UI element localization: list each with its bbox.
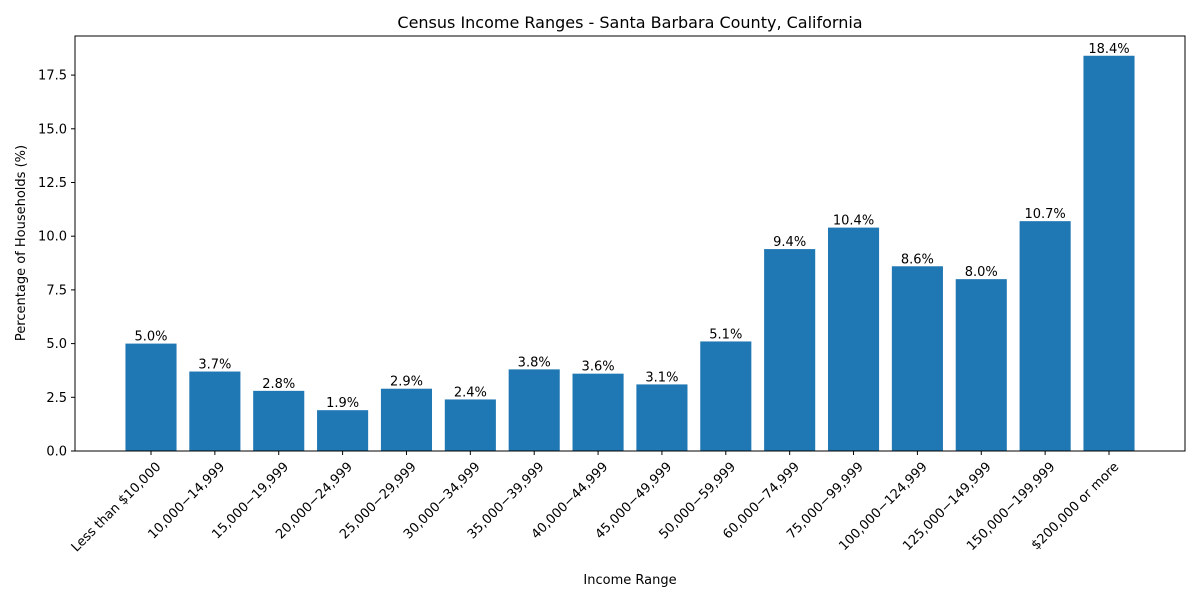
bar-value-label: 2.8% [262, 377, 295, 392]
bar-value-label: 2.4% [454, 385, 487, 400]
data-labels-group: 5.0% 3.7% 2.8% 1.9% 2.9% 2.4% 3.8% 3.6% 3.1% 5.1%… [134, 42, 1129, 411]
bar [955, 279, 1007, 451]
bar-value-label: 5.1% [709, 327, 742, 342]
y-tick-label: 15.0 [38, 122, 67, 137]
bar [125, 343, 177, 451]
y-tick-label: 12.5 [38, 176, 67, 191]
x-tick-label: Less than $10,000 [69, 460, 165, 556]
y-axis-label: Percentage of Households (%) [14, 145, 29, 341]
bar-value-label: 8.6% [901, 252, 934, 267]
y-tick-label: 17.5 [38, 69, 67, 84]
bar-value-label: 3.1% [645, 370, 678, 385]
bar-value-label: 3.6% [582, 360, 615, 375]
bar [253, 390, 305, 451]
bar [444, 399, 496, 451]
bar-value-label: 3.7% [198, 358, 231, 373]
bar-value-label: 10.4% [833, 214, 874, 229]
y-tick-label: 0.0 [46, 445, 67, 460]
bar-value-label: 18.4% [1088, 42, 1129, 57]
bar [700, 341, 752, 451]
x-axis: Less than $10,00010,000−14,99915,000−19,… [69, 451, 1122, 556]
bar [827, 227, 880, 451]
bar [189, 371, 241, 451]
bar-value-label: 9.4% [773, 235, 806, 250]
chart-title: Census Income Ranges - Santa Barbara Cou… [397, 13, 862, 32]
bar-value-label: 3.8% [518, 355, 551, 370]
bar-value-label: 10.7% [1024, 207, 1065, 222]
bar [380, 388, 433, 451]
y-tick-label: 7.5 [46, 283, 67, 298]
bar [891, 266, 943, 451]
bar [317, 410, 369, 451]
bar-value-label: 8.0% [965, 265, 998, 280]
y-axis: 0.0 2.5 5.0 7.5 10.0 12.5 15.0 17.5 [38, 69, 75, 460]
bar [636, 384, 688, 451]
bar-value-label: 2.9% [390, 375, 423, 390]
x-axis-label: Income Range [583, 573, 676, 588]
y-tick-label: 2.5 [46, 391, 67, 406]
bar [764, 249, 816, 451]
bar [508, 369, 560, 451]
bars-group [125, 55, 1135, 452]
y-tick-label: 5.0 [46, 337, 67, 352]
bar [572, 373, 624, 451]
plot-frame [74, 35, 1186, 452]
bar-value-label: 1.9% [326, 396, 359, 411]
bar-value-label: 5.0% [134, 330, 167, 345]
bar [1019, 221, 1071, 451]
bar [1083, 55, 1135, 452]
y-tick-label: 10.0 [38, 230, 67, 245]
